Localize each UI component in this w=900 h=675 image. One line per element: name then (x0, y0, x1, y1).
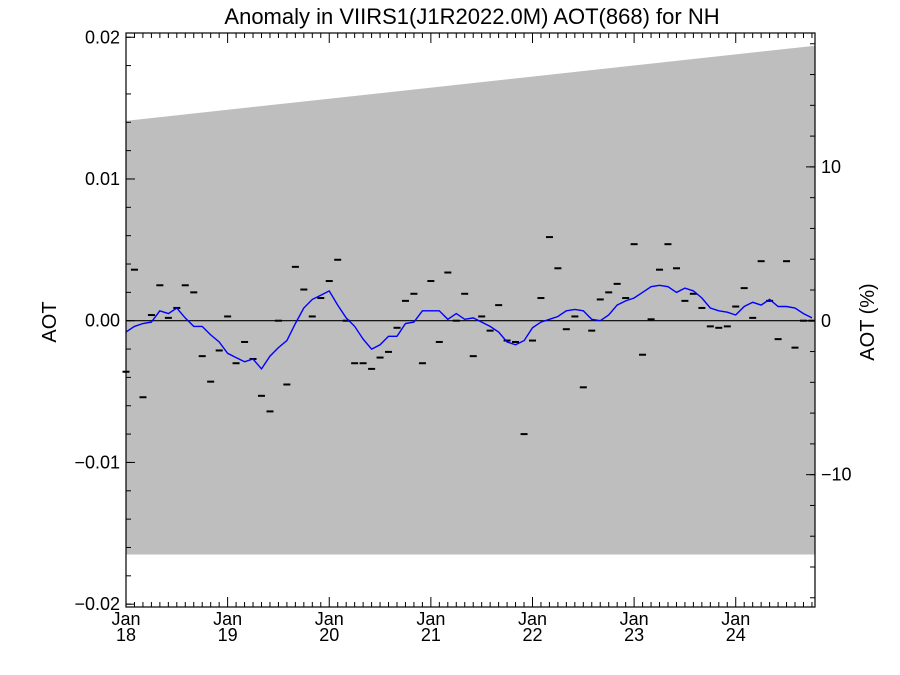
y-axis-label-right: AOT (%) (857, 283, 879, 360)
x-tick-label-month: Jan (416, 609, 445, 629)
chart-title: Anomaly in VIIRS1(J1R2022.0M) AOT(868) f… (224, 4, 719, 29)
x-tick-label-month: Jan (620, 609, 649, 629)
y-tick-label: 0.01 (85, 169, 120, 189)
y-tick-label-right: −10 (821, 465, 852, 485)
y-tick-label: 0.02 (85, 27, 120, 47)
y-axis-label: AOT (39, 301, 61, 342)
y-tick-label-right: 10 (821, 157, 841, 177)
plot-area: 0.020.010.00−0.01−0.02100−10Jan18Jan19Ja… (74, 27, 851, 645)
x-tick-label-year: 18 (116, 625, 136, 645)
x-tick-label-year: 22 (522, 625, 542, 645)
y-tick-label: −0.02 (74, 594, 120, 614)
y-tick-label: −0.01 (74, 452, 120, 472)
x-tick-label-month: Jan (518, 609, 547, 629)
y-tick-label: 0.00 (85, 311, 120, 331)
series-line (125, 284, 813, 371)
plot-frame (125, 32, 816, 608)
x-tick-label-year: 23 (624, 625, 644, 645)
y-tick-label-right: 0 (821, 311, 831, 331)
x-tick-label-month: Jan (315, 609, 344, 629)
x-tick-label-year: 24 (726, 625, 746, 645)
x-tick-label-year: 19 (218, 625, 238, 645)
x-tick-label-month: Jan (721, 609, 750, 629)
x-tick-label-month: Jan (111, 609, 140, 629)
x-tick-label-year: 20 (319, 625, 339, 645)
x-tick-label-month: Jan (213, 609, 242, 629)
shaded-band (126, 45, 815, 555)
x-tick-label-year: 21 (421, 625, 441, 645)
